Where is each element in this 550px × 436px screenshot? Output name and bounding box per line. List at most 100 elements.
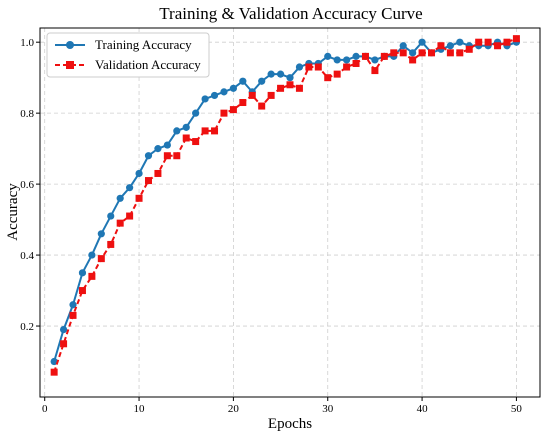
validation-point [126,212,134,220]
x-tick-label: 0 [42,403,48,415]
validation-point [314,63,322,71]
y-tick-label: 0.8 [20,108,34,120]
y-tick-label: 0.6 [20,179,34,191]
training-point [352,52,360,60]
training-point [229,84,237,92]
validation-point [258,102,266,110]
training-point [210,91,219,100]
validation-point [494,42,502,50]
training-point [418,38,426,46]
validation-point [503,38,511,46]
training-point [239,77,247,85]
validation-point [88,272,96,280]
validation-point [324,74,332,82]
validation-point [173,152,181,160]
validation-point [277,84,285,92]
validation-point [361,52,369,60]
legend-box [46,32,210,78]
validation-point [182,134,190,142]
training-point [59,325,68,334]
training-point [286,74,294,82]
x-tick-label: 50 [511,403,523,415]
legend-training-label: Training Accuracy [95,37,192,52]
validation-point [163,152,171,160]
validation-point [97,255,105,263]
validation-point [371,67,379,75]
x-axis-label: Epochs [268,416,312,432]
training-point [399,42,407,50]
validation-point [60,340,68,348]
validation-point [428,49,436,57]
validation-point [239,99,247,107]
validation-point [69,311,77,319]
training-point [333,56,341,64]
validation-point [220,109,228,117]
training-point [295,63,304,71]
x-tick-label: 40 [417,403,429,415]
validation-point [446,49,454,57]
validation-point [399,49,407,57]
y-tick-label: 0.4 [20,250,34,262]
validation-point [409,56,417,64]
x-tick-label: 30 [322,403,334,415]
validation-point [248,91,256,99]
training-point [135,169,143,178]
validation-point [192,138,200,146]
training-point [267,70,275,78]
training-point [446,42,454,50]
validation-point [343,63,351,71]
validation-point [229,106,237,114]
validation-point [211,127,219,135]
training-point [182,123,190,131]
validation-point [201,127,209,135]
training-point [126,184,134,192]
validation-point [380,52,388,60]
ticks: 0 10 20 30 40 50 0.2 0.4 0.6 0.8 1.0 [20,37,522,415]
validation-point [50,368,58,376]
training-point [409,49,417,57]
training-point [201,95,209,103]
validation-point [418,49,426,57]
series-layer [50,35,521,376]
validation-point [267,91,275,99]
training-point [88,251,96,259]
validation-point [144,177,152,185]
validation-point [465,45,473,53]
validation-point [512,35,520,43]
validation-point [295,84,303,92]
y-axis-label: Accuracy [5,183,21,241]
validation-point [456,49,464,57]
y-tick-label: 1.0 [20,37,34,49]
legend: Training Accuracy Validation Accuracy [46,32,210,78]
chart-title: Training & Validation Accuracy Curve [159,4,422,23]
x-tick-label: 10 [134,403,146,415]
legend-validation-label: Validation Accuracy [95,57,201,72]
training-point [144,152,153,160]
training-point [220,88,228,96]
training-point [97,230,105,238]
training-point [192,109,200,117]
plot-frame [39,27,541,398]
validation-point [352,59,360,67]
training-point [78,269,87,277]
validation-point [484,38,492,46]
validation-point [390,49,398,57]
training-point [173,127,181,135]
training-point [371,56,379,64]
training-point [276,70,285,78]
training-point [163,141,171,149]
validation-point [78,287,86,295]
training-point [154,145,162,153]
validation-series [50,35,520,376]
validation-point [333,70,341,78]
legend-validation-marker [66,61,74,69]
training-point [456,38,464,46]
validation-point [116,219,124,227]
training-point [116,194,124,202]
validation-point [286,81,294,89]
training-point [107,212,115,220]
training-point [324,52,332,60]
legend-training-marker [66,41,74,49]
training-point [258,77,266,85]
